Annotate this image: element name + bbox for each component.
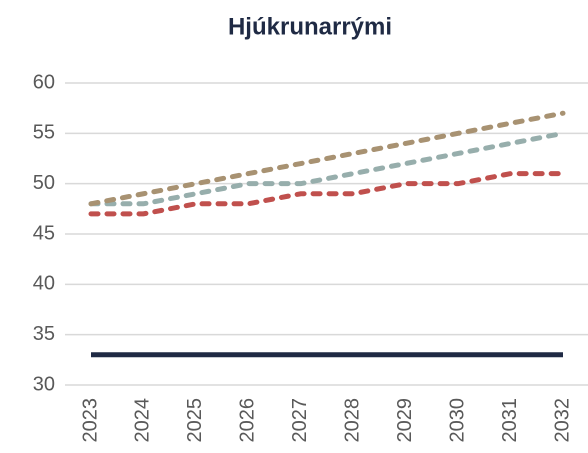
x-tick-label: 2025 (184, 398, 206, 443)
x-tick-label: 2026 (237, 398, 259, 443)
y-tick-label: 50 (33, 172, 55, 194)
x-tick-label: 2030 (446, 398, 468, 443)
y-tick-label: 55 (33, 122, 55, 144)
x-tick-label: 2031 (499, 398, 521, 443)
series-line (88, 110, 566, 207)
x-tick-label: 2029 (394, 398, 416, 443)
chart-title: Hjúkrunarrými (228, 13, 392, 40)
x-tick-label: 2032 (551, 398, 573, 443)
y-tick-label: 60 (33, 71, 55, 93)
series-line (88, 130, 566, 207)
x-tick-label: 2027 (289, 398, 311, 443)
y-tick-label: 35 (33, 323, 55, 345)
x-tick-label: 2023 (79, 398, 101, 443)
x-tick-label: 2024 (132, 398, 154, 443)
y-tick-label: 30 (33, 373, 55, 395)
x-tick-label: 2028 (342, 398, 364, 443)
series-line (88, 171, 566, 217)
y-tick-label: 45 (33, 222, 55, 244)
y-tick-label: 40 (33, 273, 55, 295)
